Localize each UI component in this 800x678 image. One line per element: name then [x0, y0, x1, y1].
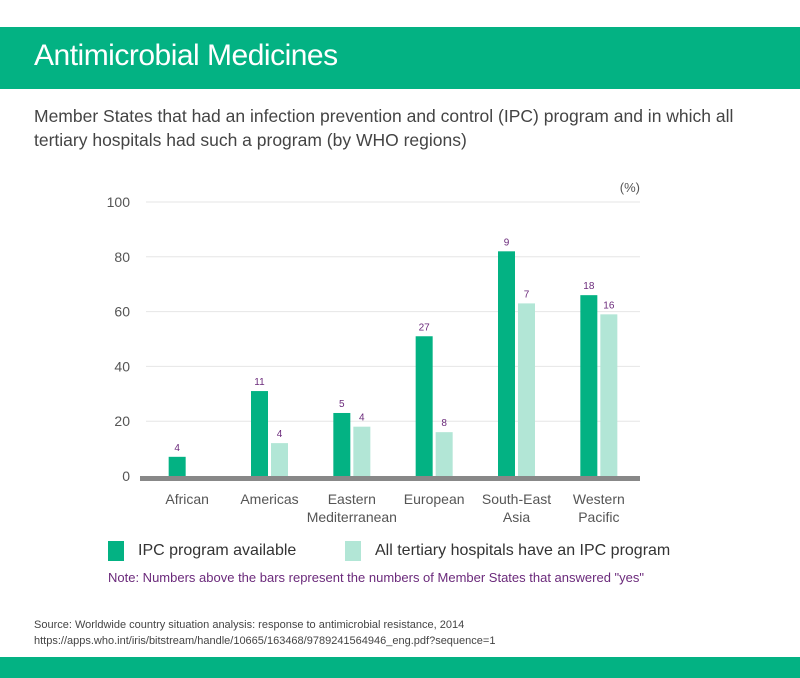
source-citation: Source: Worldwide country situation anal… — [34, 617, 495, 649]
bar-data-label: 4 — [359, 413, 365, 424]
bar-chart: 0 20 40 60 80 100 (%) 4 African 11 4 Americas 5 4 East… — [107, 180, 640, 525]
bar-ipc — [333, 412, 351, 476]
legend-label-ipc: IPC program available — [138, 542, 297, 559]
legend-label-all: All tertiary hospitals have an IPC progr… — [375, 542, 671, 559]
bar-ipc — [498, 251, 515, 476]
y-tick-label: 60 — [114, 304, 130, 320]
legend-swatch-ipc — [108, 541, 124, 561]
x-tick-label: Americas — [240, 491, 298, 507]
chart-note: Note: Numbers above the bars represent t… — [108, 570, 644, 585]
y-tick-label: 0 — [122, 468, 130, 484]
bar-all — [435, 432, 453, 476]
x-tick-label: Western — [573, 491, 625, 507]
y-axis-unit-label: (%) — [620, 180, 640, 195]
bar-data-label: 4 — [277, 429, 283, 440]
y-tick-label: 100 — [107, 194, 131, 210]
source-text: Source: Worldwide country situation anal… — [34, 619, 465, 631]
header-bar: Antimicrobial Medicines — [0, 27, 800, 89]
chart-subtitle: Member States that had an infection prev… — [34, 106, 734, 150]
x-axis-baseline — [140, 476, 640, 481]
y-tick-label: 20 — [114, 413, 130, 429]
x-tick-label: African — [165, 491, 209, 507]
bar-all — [518, 303, 535, 476]
bar-ipc — [251, 391, 268, 476]
bar-ipc — [580, 295, 598, 476]
x-tick-label: Pacific — [578, 509, 619, 525]
bar-data-label: 5 — [339, 399, 345, 410]
x-tick-label: Mediterranean — [307, 509, 397, 525]
y-tick-label: 80 — [114, 249, 130, 265]
bar-all — [600, 314, 618, 476]
x-tick-label: European — [404, 491, 465, 507]
x-tick-label: Eastern — [328, 491, 376, 507]
legend-item-all: All tertiary hospitals have an IPC progr… — [345, 540, 670, 562]
bar-data-label: 9 — [504, 237, 510, 248]
bar-data-label: 27 — [419, 322, 431, 333]
bar-data-label: 18 — [583, 281, 595, 292]
page-title: Antimicrobial Medicines — [34, 39, 338, 72]
bar-all — [353, 426, 371, 476]
footer-bar — [0, 657, 800, 678]
bar-ipc — [168, 456, 186, 476]
bar-data-label: 4 — [174, 443, 180, 454]
bar-data-label: 16 — [603, 300, 615, 311]
bar-data-label: 7 — [524, 289, 530, 300]
y-tick-label: 40 — [114, 358, 130, 374]
bar-all — [271, 443, 288, 476]
bar-data-label: 11 — [254, 377, 265, 388]
bar-ipc — [415, 336, 433, 476]
x-tick-label: Asia — [503, 509, 530, 525]
x-tick-label: South-East — [482, 491, 551, 507]
bar-data-label: 8 — [441, 418, 447, 429]
legend-swatch-all — [345, 541, 361, 561]
source-url: https://apps.who.int/iris/bitstream/hand… — [34, 635, 496, 647]
legend-item-ipc: IPC program available — [108, 540, 296, 562]
